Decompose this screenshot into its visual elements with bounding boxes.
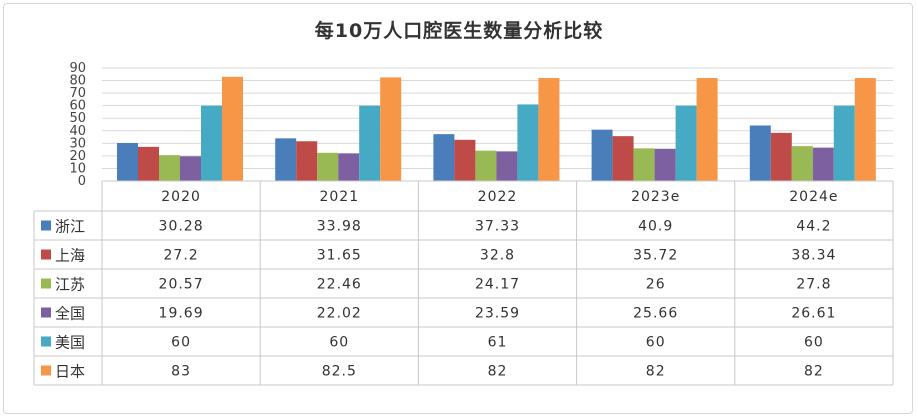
bar-全国-2022 bbox=[496, 151, 518, 181]
value-label-美国-2020: 60 bbox=[171, 335, 191, 351]
legend-key-美国 bbox=[41, 336, 51, 347]
value-label-日本-2022: 82 bbox=[488, 364, 508, 380]
y-tick-label-7: 70 bbox=[69, 86, 86, 101]
series-name-日本: 日本 bbox=[55, 363, 85, 381]
value-label-全国-2022: 23.59 bbox=[475, 306, 520, 322]
value-label-浙江-2020: 30.28 bbox=[159, 219, 204, 235]
y-tick-label-3: 30 bbox=[69, 136, 86, 151]
bar-日本-2024e bbox=[854, 78, 876, 181]
chart-title: 每10万人口腔医生数量分析比较 bbox=[314, 20, 604, 42]
bar-美国-2024e bbox=[833, 105, 855, 181]
bar-美国-2020 bbox=[201, 105, 222, 181]
series-name-美国: 美国 bbox=[55, 334, 85, 352]
value-label-全国-2021: 22.02 bbox=[317, 306, 362, 322]
category-label-2023e: 2023e bbox=[631, 189, 680, 205]
bar-江苏-2022 bbox=[475, 150, 497, 181]
category-label-2021: 2021 bbox=[319, 189, 359, 205]
bar-江苏-2020 bbox=[159, 155, 180, 181]
series-name-上海: 上海 bbox=[55, 247, 85, 265]
value-label-上海-2022: 32.8 bbox=[480, 248, 515, 264]
bar-浙江-2021 bbox=[275, 138, 297, 181]
value-label-浙江-2023e: 40.9 bbox=[638, 219, 673, 235]
value-label-全国-2020: 19.69 bbox=[159, 306, 204, 322]
bar-浙江-2024e bbox=[749, 125, 771, 181]
value-label-全国-2024e: 26.61 bbox=[791, 306, 836, 322]
legend-key-上海 bbox=[41, 249, 51, 260]
bar-美国-2021 bbox=[359, 105, 381, 181]
bar-江苏-2021 bbox=[317, 152, 339, 181]
value-label-美国-2024e: 60 bbox=[804, 335, 824, 351]
legend-key-浙江 bbox=[41, 220, 51, 231]
category-label-2020: 2020 bbox=[161, 189, 201, 205]
bar-上海-2021 bbox=[296, 141, 318, 181]
bar-上海-2022 bbox=[454, 139, 476, 181]
value-label-日本-2023e: 82 bbox=[646, 364, 666, 380]
legend-key-全国 bbox=[41, 307, 51, 318]
value-label-上海-2023e: 35.72 bbox=[633, 248, 678, 264]
value-label-美国-2023e: 60 bbox=[646, 335, 666, 351]
bar-美国-2023e bbox=[675, 105, 697, 181]
y-tick-label-5: 50 bbox=[69, 111, 86, 126]
series-name-江苏: 江苏 bbox=[55, 276, 85, 294]
value-label-日本-2020: 83 bbox=[171, 364, 191, 380]
bar-上海-2020 bbox=[138, 146, 159, 181]
y-tick-label-1: 10 bbox=[69, 161, 86, 176]
y-tick-label-2: 20 bbox=[69, 149, 86, 164]
bar-全国-2020 bbox=[180, 156, 201, 181]
category-label-2022: 2022 bbox=[478, 189, 518, 205]
bar-全国-2023e bbox=[654, 148, 676, 181]
value-label-浙江-2022: 37.33 bbox=[475, 219, 520, 235]
bar-日本-2023e bbox=[696, 78, 718, 181]
bar-浙江-2020 bbox=[117, 142, 138, 181]
value-label-上海-2021: 31.65 bbox=[317, 248, 362, 264]
value-label-全国-2023e: 25.66 bbox=[633, 306, 678, 322]
y-tick-label-8: 80 bbox=[69, 74, 86, 89]
series-name-浙江: 浙江 bbox=[55, 218, 85, 236]
value-label-上海-2020: 27.2 bbox=[164, 248, 199, 264]
value-label-江苏-2020: 20.57 bbox=[159, 277, 204, 293]
bar-上海-2023e bbox=[612, 136, 634, 181]
value-label-日本-2021: 82.5 bbox=[322, 364, 357, 380]
chart-frame bbox=[3, 3, 913, 414]
value-label-江苏-2024e: 27.8 bbox=[796, 277, 831, 293]
bar-美国-2022 bbox=[517, 104, 539, 181]
value-label-美国-2022: 61 bbox=[488, 335, 508, 351]
legend-key-日本 bbox=[41, 365, 51, 376]
bar-浙江-2023e bbox=[591, 129, 613, 181]
y-tick-label-0: 0 bbox=[78, 174, 86, 189]
value-label-美国-2021: 60 bbox=[329, 335, 349, 351]
value-label-浙江-2024e: 44.2 bbox=[796, 219, 831, 235]
value-label-上海-2024e: 38.34 bbox=[791, 248, 836, 264]
value-label-江苏-2021: 22.46 bbox=[317, 277, 362, 293]
value-label-江苏-2023e: 26 bbox=[646, 277, 666, 293]
bar-日本-2021 bbox=[380, 77, 402, 181]
bar-江苏-2024e bbox=[791, 146, 813, 181]
bar-全国-2024e bbox=[812, 147, 834, 181]
bar-全国-2021 bbox=[338, 153, 360, 181]
legend-key-江苏 bbox=[41, 278, 51, 289]
bar-上海-2024e bbox=[770, 132, 792, 181]
bar-日本-2022 bbox=[538, 78, 560, 181]
bar-江苏-2023e bbox=[633, 148, 655, 181]
y-tick-label-4: 40 bbox=[69, 124, 86, 139]
y-tick-label-6: 60 bbox=[69, 99, 86, 114]
value-label-浙江-2021: 33.98 bbox=[317, 219, 362, 235]
series-name-全国: 全国 bbox=[55, 305, 85, 323]
category-label-2024e: 2024e bbox=[789, 189, 838, 205]
bar-日本-2020 bbox=[222, 76, 243, 181]
bar-浙江-2022 bbox=[433, 134, 455, 181]
value-label-日本-2024e: 82 bbox=[804, 364, 824, 380]
y-tick-label-9: 90 bbox=[69, 61, 86, 76]
value-label-江苏-2022: 24.17 bbox=[475, 277, 520, 293]
